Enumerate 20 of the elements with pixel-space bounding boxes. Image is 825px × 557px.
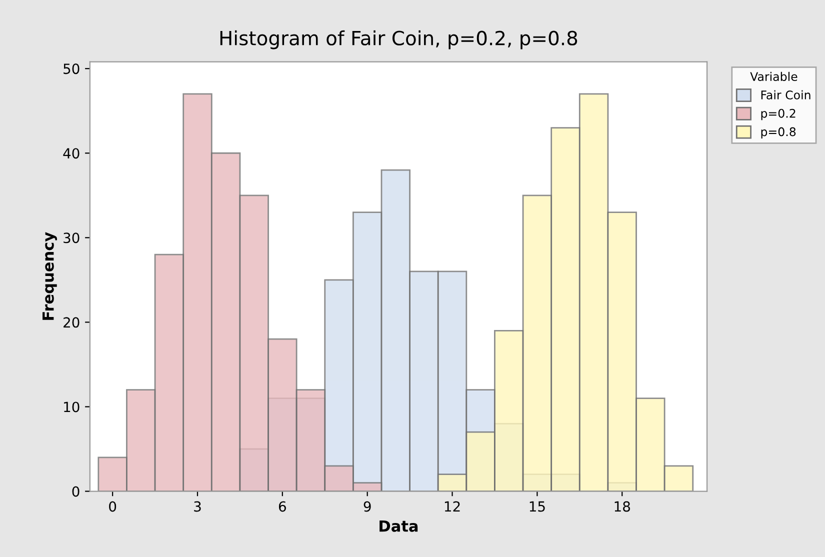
legend-label: Fair Coin — [761, 90, 810, 100]
y-tick-label: 10 — [64, 402, 80, 412]
x-tick-label: 3 — [194, 501, 201, 512]
legend-title: Variable — [750, 72, 798, 82]
x-tick-label: 12 — [444, 501, 460, 512]
x-axis-title: Data — [380, 520, 418, 532]
x-tick-label: 9 — [364, 501, 371, 512]
legend-label: p=0.2 — [761, 108, 796, 120]
legend-label: p=0.8 — [761, 127, 796, 138]
y-tick-label: 0 — [72, 486, 80, 497]
y-axis-title: Frequency — [42, 232, 57, 320]
y-tick-label: 30 — [64, 232, 80, 244]
x-tick-label: 18 — [614, 501, 630, 512]
y-tick-label: 40 — [63, 148, 80, 159]
chart-title: Histogram of Fair Coin, p=0.2, p=0.8 — [220, 30, 578, 50]
x-tick-label: 15 — [530, 501, 545, 512]
x-tick-label: 0 — [109, 501, 116, 512]
y-tick-label: 50 — [64, 64, 80, 74]
x-tick-label: 6 — [278, 501, 286, 512]
y-tick-label: 20 — [64, 317, 80, 328]
